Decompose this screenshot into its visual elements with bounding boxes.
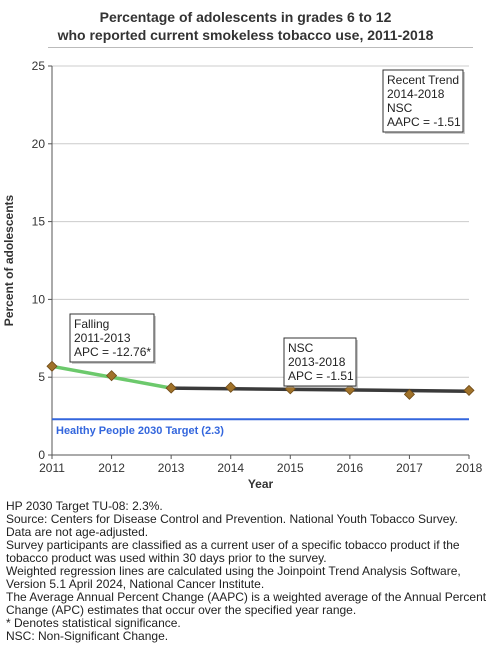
annotation-recent-trend-line: NSC xyxy=(387,101,413,115)
data-point xyxy=(463,384,475,396)
annotation-nsc-box xyxy=(283,337,357,387)
annotation-falling-line: 2011-2013 xyxy=(74,331,131,345)
line-chart: 0 5 10 15 20 25 2011 2012 2013 2014 2015 2016 2017 20… xyxy=(2,59,483,491)
x-axis-label: Year xyxy=(248,477,274,491)
data-point xyxy=(403,388,415,400)
y-tick-label: 0 xyxy=(38,448,45,462)
annotation-recent-trend-line: Recent Trend xyxy=(387,73,459,87)
trend-segment-2 xyxy=(169,386,471,393)
footnote-target: HP 2030 Target TU-08: 2.3%. xyxy=(6,499,163,513)
annotation-recent-trend-box xyxy=(382,69,464,133)
annotation-nsc-line: NSC xyxy=(288,341,314,355)
data-point xyxy=(165,382,177,394)
footnote-definition: Survey participants are classified as a … xyxy=(6,538,460,565)
footnote-aapc: The Average Annual Percent Change (AAPC)… xyxy=(6,590,487,617)
annotation-falling-line: APC = -12.76* xyxy=(74,345,151,359)
x-tick-label: 2018 xyxy=(456,461,483,475)
x-tick-label: 2017 xyxy=(396,461,423,475)
annotation-falling-box xyxy=(69,313,155,363)
chart-title: Percentage of adolescents in grades 6 to… xyxy=(0,8,491,44)
annotation-nsc-line: 2013-2018 xyxy=(288,355,346,369)
x-tick-label: 2013 xyxy=(158,461,185,475)
footnote-nsc: NSC: Non-Significant Change. xyxy=(6,629,169,643)
footnote-source: Source: Centers for Disease Control and … xyxy=(6,512,458,526)
chart-title-line-1: Percentage of adolescents in grades 6 to… xyxy=(99,9,392,25)
y-tick-label: 20 xyxy=(32,137,46,151)
x-tick-label: 2011 xyxy=(39,461,65,475)
footnotes: HP 2030 Target TU-08: 2.3%. Source: Cent… xyxy=(6,500,488,643)
y-tick-label: 10 xyxy=(32,292,46,306)
x-tick-label: 2016 xyxy=(337,461,364,475)
annotation-falling-line: Falling xyxy=(74,317,109,331)
data-point xyxy=(46,360,58,372)
footnote-age-adjust: Data are not age-adjusted. xyxy=(6,525,149,539)
y-tick-label: 25 xyxy=(32,59,46,73)
x-tick-label: 2012 xyxy=(98,461,125,475)
target-label: Healthy People 2030 Target (2.3) xyxy=(56,425,224,437)
y-tick-label: 5 xyxy=(38,370,45,384)
footnote-significance: * Denotes statistical significance. xyxy=(6,616,181,630)
data-point xyxy=(225,381,237,393)
annotation-recent-trend-line: 2014-2018 xyxy=(387,87,445,101)
y-tick-label: 15 xyxy=(32,215,46,229)
x-tick-label: 2015 xyxy=(277,461,304,475)
chart-title-line-2: who reported current smokeless tobacco u… xyxy=(57,27,434,43)
data-point xyxy=(106,370,118,382)
footnote-regression: Weighted regression lines are calculated… xyxy=(6,564,461,591)
title-divider xyxy=(48,47,473,48)
y-axis-label: Percent of adolescents xyxy=(2,194,16,326)
annotation-nsc-line: APC = -1.51 xyxy=(288,369,354,383)
x-tick-label: 2014 xyxy=(217,461,244,475)
annotation-recent-trend-line: AAPC = -1.51 xyxy=(387,115,461,129)
